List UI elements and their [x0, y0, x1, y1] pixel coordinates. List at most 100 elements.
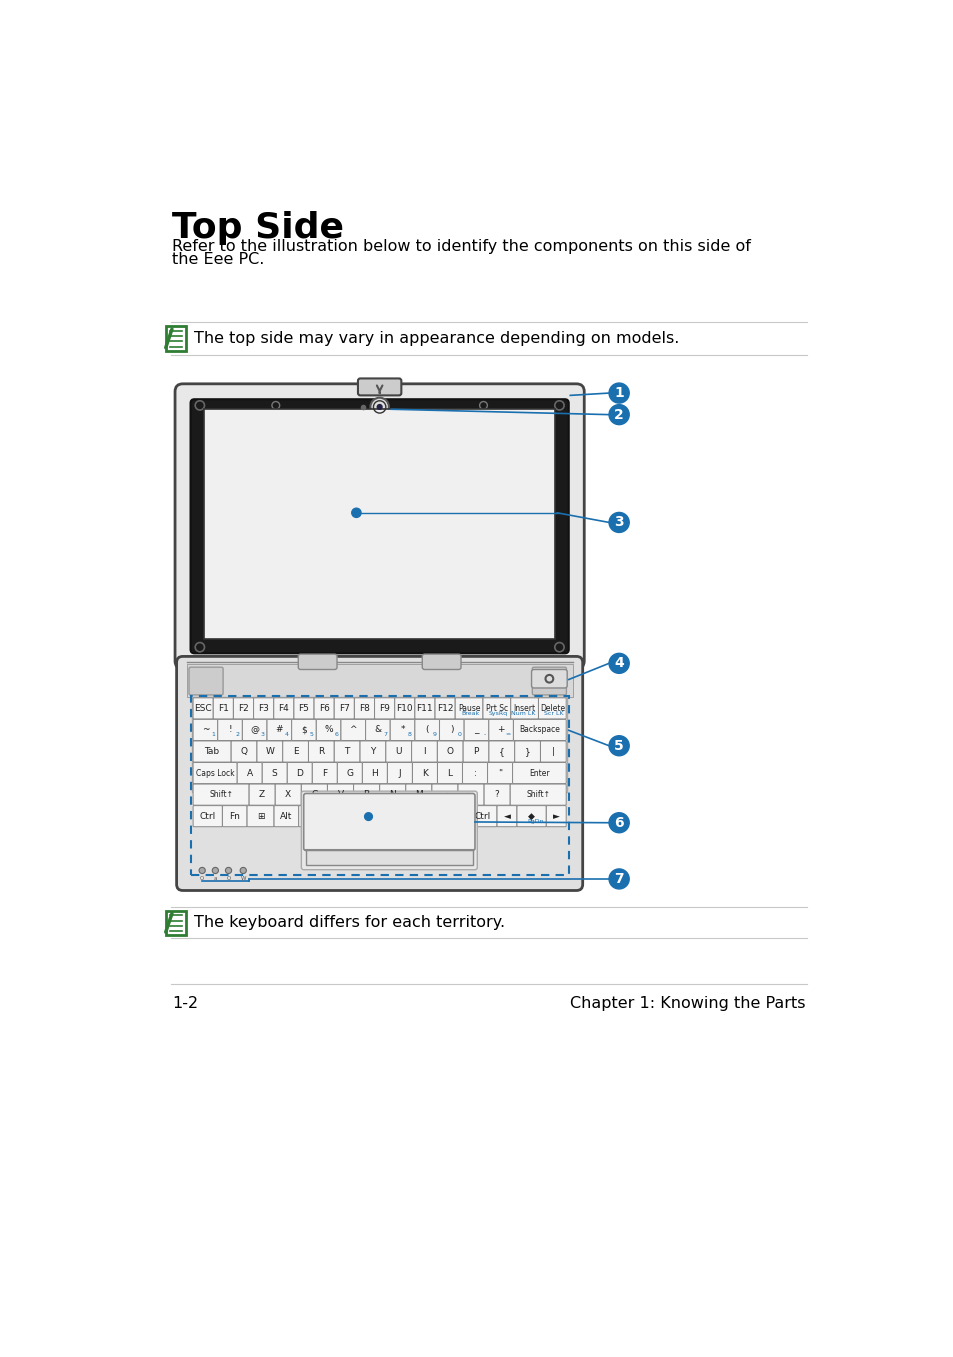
Text: The keyboard differs for each territory.: The keyboard differs for each territory.	[193, 916, 504, 931]
Text: F7: F7	[338, 704, 350, 712]
Circle shape	[212, 867, 218, 874]
Text: {: {	[498, 746, 504, 756]
Bar	[187, 664, 572, 697]
FancyBboxPatch shape	[362, 763, 387, 783]
Circle shape	[240, 867, 246, 874]
Text: 2: 2	[614, 407, 623, 422]
Text: W: W	[240, 875, 246, 881]
FancyBboxPatch shape	[292, 719, 315, 741]
Text: &: &	[374, 726, 381, 734]
FancyBboxPatch shape	[274, 806, 298, 826]
Text: >: >	[467, 790, 475, 799]
Text: H: H	[371, 768, 377, 778]
Text: Alt: Alt	[420, 811, 433, 821]
FancyBboxPatch shape	[247, 806, 274, 826]
Circle shape	[608, 735, 629, 756]
Text: D: D	[296, 768, 303, 778]
Text: O: O	[226, 875, 231, 881]
Text: F12: F12	[436, 704, 453, 712]
Text: ¿: ¿	[309, 811, 313, 821]
Text: +: +	[497, 726, 504, 734]
Text: Backspace: Backspace	[518, 726, 559, 734]
Text: C: C	[311, 790, 317, 799]
FancyBboxPatch shape	[231, 741, 256, 763]
FancyBboxPatch shape	[191, 399, 568, 653]
FancyBboxPatch shape	[395, 697, 415, 719]
FancyBboxPatch shape	[303, 794, 475, 851]
Text: Shift↑: Shift↑	[209, 790, 233, 799]
FancyBboxPatch shape	[301, 784, 327, 805]
Text: ESC: ESC	[194, 704, 212, 712]
Text: F4: F4	[278, 704, 289, 712]
FancyBboxPatch shape	[464, 719, 488, 741]
Text: <: <	[440, 790, 448, 799]
Text: F1: F1	[217, 704, 229, 712]
Text: 7: 7	[614, 873, 623, 886]
Text: O: O	[200, 875, 204, 881]
FancyBboxPatch shape	[189, 668, 223, 695]
FancyBboxPatch shape	[515, 741, 539, 763]
FancyBboxPatch shape	[487, 763, 512, 783]
FancyBboxPatch shape	[359, 741, 385, 763]
Text: 5: 5	[614, 738, 623, 753]
Bar	[204, 410, 555, 639]
Text: 3: 3	[614, 516, 623, 529]
FancyBboxPatch shape	[513, 719, 565, 741]
Text: F: F	[322, 768, 327, 778]
FancyBboxPatch shape	[412, 763, 437, 783]
Bar	[191, 696, 568, 875]
FancyBboxPatch shape	[256, 741, 282, 763]
FancyBboxPatch shape	[312, 763, 337, 783]
Text: 4: 4	[284, 733, 289, 737]
FancyBboxPatch shape	[411, 741, 436, 763]
FancyBboxPatch shape	[390, 719, 415, 741]
FancyBboxPatch shape	[489, 741, 514, 763]
Text: L: L	[447, 768, 452, 778]
Text: 9: 9	[432, 733, 436, 737]
Text: Caps Lock: Caps Lock	[195, 768, 234, 778]
Circle shape	[352, 508, 360, 517]
Text: :: :	[473, 768, 476, 778]
Text: Scr LK: Scr LK	[543, 711, 562, 715]
Bar	[192, 697, 567, 792]
FancyBboxPatch shape	[267, 719, 292, 741]
FancyBboxPatch shape	[282, 741, 308, 763]
Text: Refer to the illustration below to identify the components on this side of: Refer to the illustration below to ident…	[172, 239, 750, 254]
Text: M: M	[415, 790, 422, 799]
Text: Num LK: Num LK	[511, 711, 535, 715]
Text: ": "	[497, 768, 501, 778]
Text: -: -	[483, 733, 485, 737]
FancyBboxPatch shape	[213, 697, 233, 719]
Circle shape	[370, 398, 389, 417]
FancyBboxPatch shape	[437, 763, 462, 783]
Text: SysRq: SysRq	[488, 711, 507, 715]
Text: E: E	[293, 746, 298, 756]
Text: F8: F8	[358, 704, 370, 712]
Text: ^: ^	[349, 726, 356, 734]
FancyBboxPatch shape	[440, 806, 467, 826]
Text: 4: 4	[614, 657, 623, 670]
FancyBboxPatch shape	[455, 697, 482, 719]
Text: the Eee PC.: the Eee PC.	[172, 252, 264, 267]
Text: X: X	[285, 790, 291, 799]
Circle shape	[376, 404, 382, 410]
FancyBboxPatch shape	[436, 741, 462, 763]
FancyBboxPatch shape	[176, 657, 582, 890]
FancyBboxPatch shape	[379, 784, 405, 805]
Text: F9: F9	[378, 704, 390, 712]
Text: $: $	[301, 726, 307, 734]
FancyBboxPatch shape	[193, 763, 237, 783]
FancyBboxPatch shape	[462, 763, 487, 783]
Text: Prt Sc: Prt Sc	[485, 704, 507, 712]
FancyBboxPatch shape	[510, 784, 565, 805]
Text: !: !	[228, 726, 232, 734]
FancyBboxPatch shape	[457, 784, 483, 805]
FancyBboxPatch shape	[334, 697, 354, 719]
Text: I: I	[423, 746, 425, 756]
Text: R: R	[318, 746, 324, 756]
Circle shape	[364, 813, 372, 821]
FancyBboxPatch shape	[242, 719, 267, 741]
Text: Break: Break	[461, 711, 479, 715]
FancyBboxPatch shape	[174, 384, 583, 669]
FancyBboxPatch shape	[365, 719, 390, 741]
